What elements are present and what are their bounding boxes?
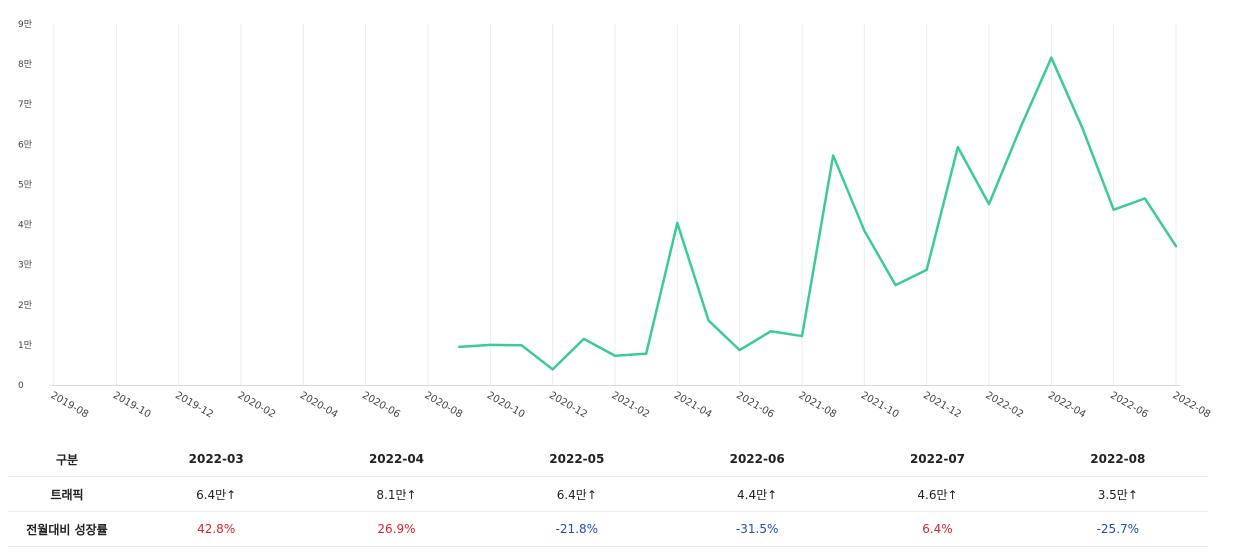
growth-cell: -21.8%	[486, 511, 667, 547]
header-month: 2022-06	[666, 442, 848, 477]
x-tick-label: 2021-04	[672, 390, 714, 420]
y-tick-label: 1만	[18, 340, 32, 351]
x-tick-label: 2021-02	[610, 390, 652, 420]
row-label-traffic: 트래픽	[8, 476, 126, 512]
y-tick-label: 2만	[18, 300, 32, 311]
table-row-growth: 전월대비 성장률 42.8% 26.9% -21.8% -31.5% 6.4% …	[8, 511, 1208, 547]
x-tick-label: 2022-08	[1171, 390, 1213, 420]
x-tick-label: 2019-10	[111, 390, 153, 420]
header-month: 2022-07	[847, 442, 1028, 477]
traffic-series-line	[457, 56, 1178, 371]
x-tick-label: 2019-08	[49, 390, 91, 420]
traffic-stats-table: 구분 2022-03 2022-04 2022-05 2022-06 2022-…	[8, 442, 1208, 547]
traffic-line-chart: 0 1만 2만 3만 4만 5만 6만 7만 8만 9만 2019-08 2019-10 2019-12…	[18, 19, 1213, 420]
growth-cell: 26.9%	[306, 511, 487, 547]
row-label-growth: 전월대비 성장률	[8, 511, 126, 547]
x-tick-label: 2022-02	[984, 390, 1026, 420]
x-tick-label: 2021-12	[921, 390, 963, 420]
y-tick-label: 7만	[18, 99, 32, 110]
x-tick-label: 2022-04	[1046, 390, 1088, 420]
table-row-traffic: 트래픽 6.4만↑ 8.1만↑ 6.4만↑ 4.4만↑ 4.6만↑ 3.5만↑	[8, 476, 1208, 512]
growth-cell: -31.5%	[666, 511, 848, 547]
traffic-cell: 3.5만↑	[1027, 476, 1208, 512]
y-tick-label: 5만	[18, 179, 32, 190]
header-month: 2022-04	[306, 442, 487, 477]
x-tick-label: 2020-12	[547, 390, 589, 420]
table-header-row: 구분 2022-03 2022-04 2022-05 2022-06 2022-…	[8, 442, 1208, 477]
x-tick-label: 2022-06	[1108, 390, 1150, 420]
chart-svg: 0 1만 2만 3만 4만 5만 6만 7만 8만 9만 2019-08 2019-10 2019-12…	[18, 19, 1213, 420]
growth-cell: 42.8%	[126, 511, 307, 547]
y-tick-label: 9만	[18, 19, 32, 30]
x-tick-label: 2020-04	[298, 390, 340, 420]
x-tick-label: 2021-10	[859, 390, 901, 420]
header-category: 구분	[8, 442, 126, 477]
x-tick-label: 2021-08	[797, 390, 839, 420]
y-tick-label: 8만	[18, 59, 32, 70]
y-tick-label: 0	[18, 381, 24, 391]
growth-cell: -25.7%	[1027, 511, 1208, 547]
y-tick-label: 6만	[18, 139, 32, 150]
y-tick-label: 3만	[18, 260, 32, 271]
y-tick-label: 4만	[18, 220, 32, 231]
x-tick-label: 2021-06	[734, 390, 776, 420]
x-tick-label: 2020-02	[236, 390, 278, 420]
x-tick-label: 2020-08	[423, 390, 465, 420]
traffic-cell: 6.4만↑	[486, 476, 667, 512]
traffic-cell: 8.1만↑	[306, 476, 487, 512]
growth-cell: 6.4%	[847, 511, 1028, 547]
traffic-cell: 6.4만↑	[126, 476, 307, 512]
header-month: 2022-03	[126, 442, 307, 477]
traffic-cell: 4.6만↑	[847, 476, 1028, 512]
x-tick-label: 2020-10	[485, 390, 527, 420]
header-month: 2022-08	[1027, 442, 1208, 477]
traffic-cell: 4.4만↑	[666, 476, 848, 512]
x-tick-label: 2020-06	[360, 390, 402, 420]
x-tick-label: 2019-12	[173, 390, 215, 420]
header-month: 2022-05	[486, 442, 667, 477]
